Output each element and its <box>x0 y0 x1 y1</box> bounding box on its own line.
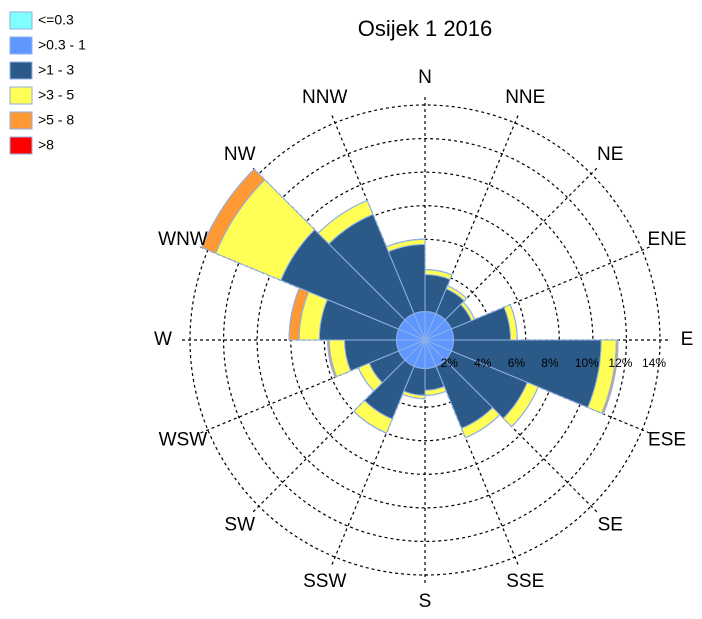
spoke <box>200 339 426 434</box>
chart-title: Osijek 1 2016 <box>358 16 493 41</box>
legend-swatch <box>9 61 33 80</box>
ring-label: 2% <box>441 356 459 370</box>
ring-label: 14% <box>642 356 666 370</box>
ring-label: 4% <box>474 356 492 370</box>
legend-swatch <box>9 11 33 30</box>
wedge-segment <box>201 168 255 248</box>
direction-label: E <box>681 329 694 350</box>
spoke <box>331 339 426 565</box>
legend-label: >8 <box>38 137 54 153</box>
legend-swatch <box>9 36 33 55</box>
wedge-segment <box>386 238 426 248</box>
direction-label: SSE <box>506 571 544 592</box>
legend-label: >1 - 3 <box>38 62 74 78</box>
direction-label: NE <box>597 144 623 165</box>
direction-label: SE <box>598 514 623 535</box>
wedge-segment <box>447 285 467 299</box>
ring-label: 12% <box>608 356 632 370</box>
direction-label: WNW <box>158 229 208 250</box>
spoke <box>252 339 426 513</box>
direction-label: N <box>418 67 432 88</box>
legend-swatch <box>9 136 33 155</box>
legend-label: >5 - 8 <box>38 112 74 128</box>
legend-swatch <box>9 111 33 130</box>
wedge-segment <box>465 414 501 439</box>
wedge-segment <box>511 386 539 427</box>
ring <box>222 137 628 543</box>
legend-label: <=0.3 <box>38 12 74 28</box>
direction-label: SW <box>224 514 255 535</box>
direction-label: SSW <box>303 571 346 592</box>
direction-label: NW <box>224 144 256 165</box>
direction-label: NNW <box>302 87 347 108</box>
wedge-segment <box>424 269 453 276</box>
wedge-segment <box>353 410 387 434</box>
spoke <box>424 246 650 341</box>
direction-label: WSW <box>159 429 208 450</box>
ring-label: 6% <box>508 356 526 370</box>
wedge-segment <box>317 199 368 234</box>
direction-label: ENE <box>648 229 687 250</box>
spoke <box>424 167 598 341</box>
ring-label: 10% <box>575 356 599 370</box>
direction-label: NNE <box>505 87 545 108</box>
direction-label: S <box>419 591 432 612</box>
ring-label: 8% <box>541 356 559 370</box>
legend-label: >0.3 - 1 <box>38 37 86 53</box>
legend-label: >3 - 5 <box>38 87 74 103</box>
legend-swatch <box>9 86 33 105</box>
direction-label: ESE <box>648 429 686 450</box>
direction-label: W <box>154 329 172 350</box>
spoke <box>424 339 519 565</box>
spoke <box>424 115 519 341</box>
